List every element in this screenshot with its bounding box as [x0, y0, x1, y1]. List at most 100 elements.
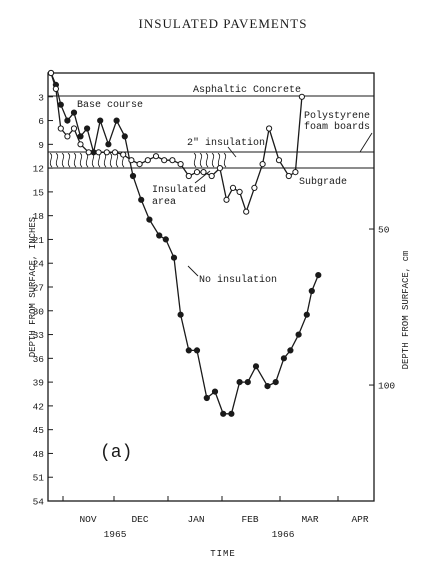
data-point [303, 311, 310, 318]
y-tick-label: 42 [33, 401, 45, 412]
y-axis-right-label: DEPTH FROM SURFACE, cm [401, 251, 411, 370]
data-point [292, 169, 299, 176]
y-tick-label: 3 [38, 92, 44, 103]
data-point [170, 254, 178, 261]
x-month-label: JAN [187, 514, 204, 525]
insulation-hatch-stroke [67, 152, 71, 168]
x-year-label: 1966 [272, 529, 295, 540]
data-point [308, 287, 315, 295]
data-point [193, 347, 201, 354]
insulation-hatch-stroke [115, 152, 119, 168]
insulation-hatch-stroke [193, 152, 197, 168]
data-point [272, 379, 279, 386]
data-point [285, 172, 292, 180]
data-point [266, 125, 273, 132]
data-point [70, 125, 78, 132]
data-point [47, 69, 55, 77]
x-month-label: NOV [79, 514, 96, 525]
insulation-label: 2" insulation [187, 137, 265, 149]
data-point [243, 208, 250, 215]
foam-boards-label: foam boards [304, 121, 370, 133]
polystyrene-label: Polystyrene [304, 110, 370, 122]
data-point [162, 236, 169, 243]
y-tick-label: 51 [33, 473, 45, 484]
data-point [120, 151, 127, 158]
y-tick-label: 24 [33, 259, 45, 270]
no-insulation-label: No insulation [199, 274, 277, 286]
panel-label: (a) [100, 443, 132, 463]
data-point [280, 355, 287, 362]
data-point [252, 363, 260, 370]
insulation-leader-line [227, 146, 237, 158]
y-tick-label: 15 [33, 187, 45, 198]
no-insulation-leader-line [187, 265, 199, 277]
series-layer [47, 69, 322, 417]
data-point [77, 141, 84, 148]
asphaltic-concrete-label: Asphaltic Concrete [193, 84, 301, 96]
base-course-label: Base course [77, 100, 143, 111]
data-point [223, 196, 230, 203]
data-point [121, 133, 128, 140]
data-point [287, 347, 294, 354]
data-point [177, 161, 184, 168]
data-point [70, 109, 78, 116]
insulation-hatch-stroke [79, 152, 83, 168]
y-tick-label: 33 [33, 330, 45, 341]
data-point [64, 133, 71, 140]
data-point [128, 157, 135, 164]
data-point [193, 169, 201, 176]
data-point [200, 169, 207, 176]
data-point [111, 149, 119, 156]
data-point [211, 388, 219, 395]
insulation-hatch-stroke [61, 152, 65, 168]
y-right-tick-label: 50 [378, 225, 390, 236]
subgrade-label: Subgrade [299, 176, 347, 188]
data-point [229, 184, 237, 191]
x-month-label: FEB [241, 514, 258, 525]
x-month-label: MAR [301, 514, 318, 525]
x-year-label: 1965 [104, 529, 127, 540]
data-point [315, 272, 322, 279]
insulation-hatch-stroke [109, 152, 113, 168]
y-right-tick-label: 100 [378, 381, 395, 392]
x-month-label: APR [351, 514, 368, 525]
data-point [146, 216, 153, 223]
y-tick-label: 54 [33, 497, 45, 508]
x-month-label: DEC [131, 514, 148, 525]
insulation-hatch-stroke [73, 152, 77, 168]
y-tick-label: 36 [33, 354, 45, 365]
insulation-hatch-stroke [49, 152, 53, 168]
series-line-insulated [50, 72, 303, 214]
x-axis-label: TIME [210, 549, 236, 559]
data-point [236, 188, 243, 195]
data-point [208, 172, 215, 180]
data-point [105, 141, 112, 148]
y-tick-label: 48 [33, 449, 45, 460]
y-tick-label: 18 [33, 211, 45, 222]
data-point [129, 172, 137, 180]
data-point [52, 85, 60, 93]
y-tick-label: 9 [38, 140, 44, 151]
insulation-hatch-stroke [199, 152, 203, 168]
foam-boards-leader-line [359, 132, 373, 153]
data-point [85, 149, 92, 156]
data-point [216, 165, 223, 172]
data-point [185, 172, 192, 180]
y-tick-label: 30 [33, 306, 45, 317]
insulation-hatch-stroke [85, 152, 89, 168]
data-point [57, 101, 64, 108]
data-point [244, 379, 251, 386]
y-tick-label: 21 [33, 235, 45, 246]
data-point [156, 232, 163, 239]
data-point [228, 410, 235, 417]
data-point [275, 157, 283, 164]
data-point [152, 153, 160, 160]
y-tick-label: 27 [33, 283, 44, 294]
data-point [161, 157, 168, 164]
x-axis-ticks: NOV DEC JAN FEB MAR APR 1965 1966 [62, 496, 369, 540]
data-point [103, 149, 110, 156]
insulated-leader-line [194, 170, 211, 184]
data-point [97, 117, 104, 124]
